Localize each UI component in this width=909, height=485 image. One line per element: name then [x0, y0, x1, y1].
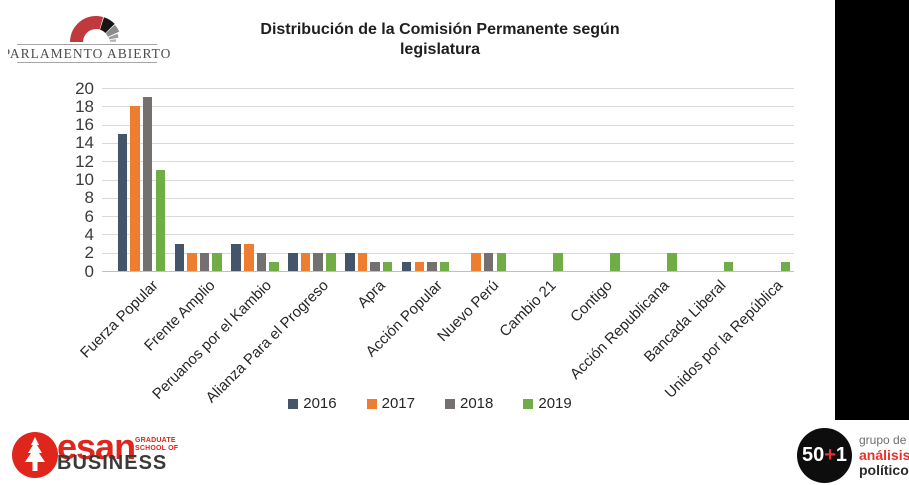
bar-2016-Frente Amplio [174, 243, 185, 272]
plus-sign: + [824, 444, 836, 466]
bar-2018-Acción Popular [427, 261, 437, 272]
esan-business-text: BUSINESS [57, 452, 168, 474]
bar-2019-Contigo [610, 252, 620, 271]
fifty-num-right: 1 [835, 444, 848, 466]
esan-tree-icon [12, 432, 58, 478]
x-category-label: Cambio 21 [495, 277, 560, 341]
bar-2018-Apra [370, 261, 380, 272]
gridline [102, 142, 794, 144]
chart-legend: 2016 2017 2018 2019 [60, 395, 800, 412]
bar-2016-Fuerza Popular [117, 133, 128, 272]
legend-item-2019: 2019 [523, 395, 572, 412]
bar-2019-Nuevo Perú [496, 252, 507, 271]
legend-swatch [523, 398, 534, 409]
bar-2016-Apra [345, 252, 355, 271]
bar-2019-Apra [382, 261, 393, 272]
bar-2017-Frente Amplio [187, 252, 197, 271]
y-tick-label: 4 [84, 224, 94, 244]
x-category-label: Unidos por la República [661, 277, 787, 402]
gridline [102, 234, 794, 236]
x-category-label: Apra [354, 277, 389, 312]
legend-label: 2017 [381, 395, 415, 412]
bar-2019-Bancada Liberal [723, 261, 734, 272]
gridline [102, 197, 794, 199]
esan-wordmark: esan [57, 426, 136, 467]
bar-2019-Frente Amplio [212, 252, 222, 271]
x-category-label: Frente Amplio [140, 277, 219, 355]
chart-title: Distribución de la Comisión Permanente s… [190, 20, 690, 60]
y-tick-label: 16 [75, 115, 94, 135]
legend-label: 2018 [460, 395, 494, 412]
bar-2018-Alianza Para el Progreso [313, 252, 323, 271]
y-tick-label: 8 [84, 188, 94, 208]
x-category-label: Bancada Liberal [641, 277, 730, 366]
bar-2017-Apra [357, 252, 368, 271]
legend-item-2017: 2017 [366, 395, 415, 412]
bar-2017-Peruanos por el Kambio [244, 243, 254, 272]
x-category-label: Fuerza Popular [76, 277, 162, 362]
x-category-label: Nuevo Perú [434, 277, 503, 346]
bar-2017-Fuerza Popular [130, 106, 140, 271]
y-tick-label: 2 [84, 243, 94, 263]
bar-2019-Peruanos por el Kambio [269, 261, 279, 272]
black-side-band [835, 0, 909, 420]
bar-2017-Acción Popular [414, 261, 425, 272]
gridline [102, 106, 794, 108]
gridline [102, 179, 794, 181]
y-tick-label: 6 [84, 206, 94, 226]
legend-item-2016: 2016 [288, 395, 337, 412]
gridline [102, 161, 794, 163]
bar-2017-Nuevo Perú [471, 252, 481, 271]
x-category-label: Contigo [567, 277, 617, 326]
gridline [102, 216, 794, 218]
parlamento-arc-icon: PARLAMENTO ABIERTO [3, 15, 171, 63]
y-tick-label: 10 [75, 170, 94, 189]
legend-swatch [288, 398, 299, 409]
gridline [102, 88, 794, 89]
bar-2018-Frente Amplio [199, 252, 210, 271]
bar-2018-Fuerza Popular [142, 97, 153, 271]
gridline [102, 252, 794, 254]
bar-2019-Acción Popular [439, 261, 450, 272]
bar-2016-Alianza Para el Progreso [288, 252, 298, 271]
legend-swatch [445, 398, 455, 409]
parlamento-abierto-logo: PARLAMENTO ABIERTO [3, 2, 188, 68]
y-tick-label: 12 [75, 151, 94, 171]
y-tick-label: 0 [84, 261, 94, 281]
legend-item-2018: 2018 [445, 395, 493, 412]
chart-title-line1: Distribución de la Comisión Permanente s… [260, 21, 620, 38]
x-category-label: Acción Popular [362, 277, 446, 361]
bar-2016-Peruanos por el Kambio [231, 243, 241, 272]
legend-label: 2019 [538, 395, 572, 412]
x-category-label: Peruanos por el Kambio [149, 277, 276, 403]
grupo-analisis-politico-text: grupo de análisis político [859, 433, 909, 478]
bar-2019-Fuerza Popular [155, 170, 166, 271]
fifty-plus-one-logo: 50+1 [797, 428, 852, 483]
gridline [102, 271, 794, 272]
esan-logo [12, 432, 58, 478]
bar-2019-Unidos por la República [780, 261, 791, 272]
bar-2019-Cambio 21 [553, 252, 563, 271]
bar-2016-Acción Popular [401, 261, 412, 272]
parlamento-logo-text: PARLAMENTO ABIERTO [8, 46, 171, 61]
y-tick-label: 20 [75, 78, 94, 98]
y-tick-label: 18 [75, 96, 94, 116]
bar-2018-Nuevo Perú [483, 252, 494, 271]
chart-title-line2: legislatura [399, 41, 481, 58]
fifty-num-left: 50 [801, 444, 825, 466]
bar-2019-Acción Republicana [667, 252, 677, 271]
gridline [102, 124, 794, 126]
x-category-label: Alianza Para el Progreso [202, 277, 332, 407]
legend-swatch [366, 398, 377, 409]
legend-label: 2016 [303, 395, 337, 412]
y-tick-label: 14 [75, 133, 94, 153]
x-category-label: Acción Republicana [567, 277, 673, 383]
bar-2019-Alianza Para el Progreso [326, 252, 336, 271]
esan-graduate-text: GRADUATE SCHOOL OF [135, 437, 179, 452]
bar-2018-Peruanos por el Kambio [256, 252, 267, 271]
bar-2017-Alianza Para el Progreso [300, 252, 311, 271]
